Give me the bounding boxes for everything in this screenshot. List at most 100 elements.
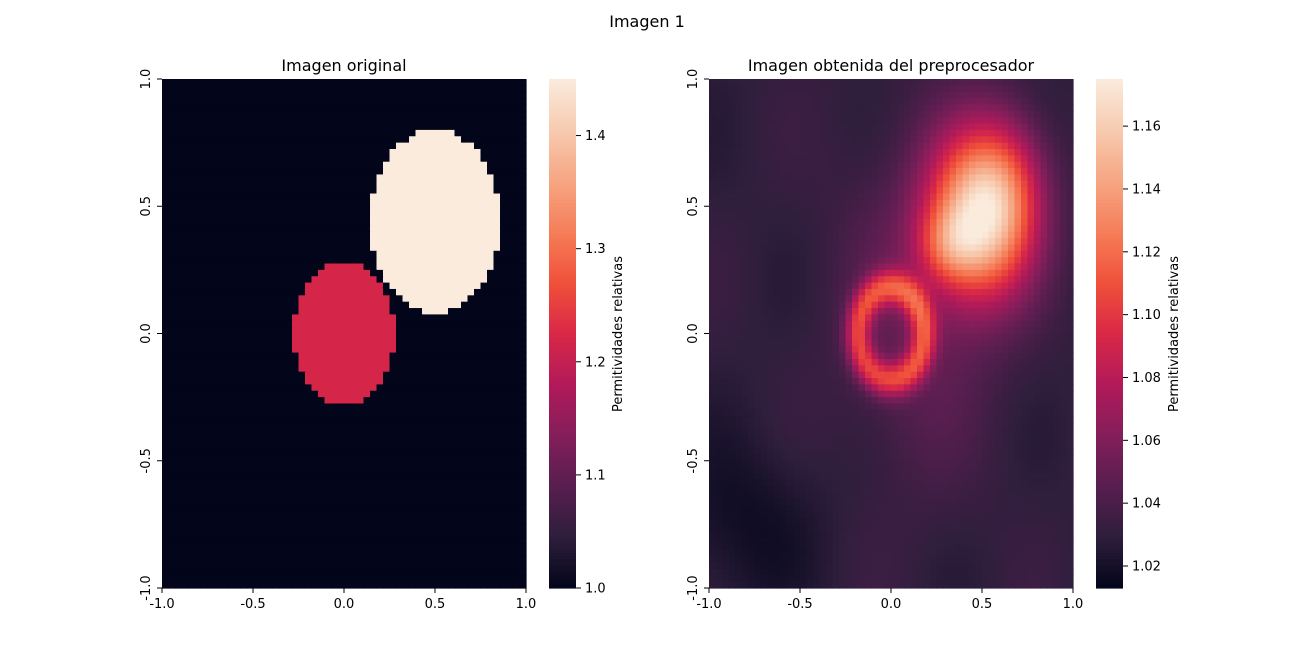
heatmap-cell [487,492,495,500]
heatmap-cell [181,282,189,290]
heatmap-cell [246,505,254,513]
heatmap-cell [480,473,488,481]
heatmap-cell [448,568,456,576]
heatmap-cell [220,333,228,341]
heatmap-cell [168,263,176,271]
heatmap-cell [350,180,358,188]
heatmap-cell [266,428,274,436]
heatmap-cell [800,104,808,112]
heatmap-cell [324,168,332,176]
heatmap-cell [318,505,326,513]
heatmap-cell [201,79,209,86]
heatmap-cell [487,206,495,214]
heatmap-cell [428,365,436,373]
heatmap-cell [357,187,365,195]
heatmap-cell [493,518,501,525]
heatmap-cell [285,333,293,341]
heatmap-cell [266,556,274,564]
heatmap-cell [500,225,508,233]
heatmap-cell [461,549,469,557]
heatmap-cell [383,199,391,207]
heatmap-cell [370,511,378,519]
heatmap-cell [188,327,196,335]
colorbar-segment [549,416,576,420]
heatmap-cell [396,136,404,144]
heatmap-cell [480,320,488,328]
heatmap-cell [402,581,410,589]
heatmap-cell [506,505,514,513]
heatmap-cell [376,543,384,551]
heatmap-cell [389,428,397,436]
heatmap-cell [168,231,176,239]
heatmap-cell [272,492,280,500]
heatmap-cell [448,136,456,144]
heatmap-cell [513,301,521,309]
heatmap-cell [188,384,196,392]
heatmap-cell [350,295,358,303]
heatmap-cell [448,556,456,564]
colorbar-segment [549,142,576,147]
heatmap-cell [513,327,521,335]
heatmap-cell [389,327,397,335]
heatmap-cell [285,136,293,144]
heatmap-cell [350,327,358,335]
heatmap-cell [331,403,339,411]
heatmap-cell [461,505,469,513]
heatmap-cell [331,448,339,455]
heatmap-cell [162,397,170,405]
heatmap-cell [454,288,462,296]
heatmap-cell [240,225,248,233]
heatmap-cell [448,85,456,93]
heatmap-cell [305,479,313,487]
heatmap-cell [448,276,456,284]
heatmap-cell [513,79,521,86]
heatmap-cell [370,250,378,258]
heatmap-cell [396,263,404,271]
heatmap-cell [389,276,397,284]
heatmap-cell [350,473,358,481]
heatmap-cell [409,257,417,265]
heatmap-cell [513,486,521,494]
heatmap-cell [350,543,358,551]
heatmap-cell [168,91,176,99]
heatmap-cell [454,378,462,385]
heatmap-cell [357,441,365,449]
heatmap-cell [305,511,313,519]
heatmap-cell [402,117,410,125]
heatmap-cell [292,479,300,487]
heatmap-cell [493,327,501,335]
heatmap-cell [201,371,209,379]
heatmap-cell [389,365,397,373]
heatmap-cell [350,79,358,86]
heatmap-cell [363,269,371,277]
heatmap-cell [207,117,215,125]
heatmap-cell [318,441,326,449]
heatmap-cell [454,129,462,137]
heatmap-cell [246,199,254,207]
heatmap-cell [253,91,261,99]
heatmap-cell [207,339,215,347]
heatmap-cell [506,454,514,462]
heatmap-cell [409,206,417,214]
heatmap-cell [246,467,254,475]
heatmap-cell [220,295,228,303]
heatmap-cell [461,136,469,144]
heatmap-cell [318,288,326,296]
heatmap-cell [201,193,209,201]
heatmap-cell [519,346,527,354]
heatmap-cell [506,549,514,557]
heatmap-cell [936,85,944,93]
heatmap-cell [383,479,391,487]
heatmap-cell [324,441,332,449]
heatmap-cell [422,225,430,233]
heatmap-cell [441,142,449,150]
heatmap-cell [259,581,267,589]
heatmap-cell [500,79,508,86]
heatmap-cell [454,518,462,525]
heatmap-cell [519,568,527,576]
heatmap-cell [194,314,202,322]
heatmap-cell [1021,85,1029,93]
heatmap-cell [376,244,384,252]
heatmap-cell [305,98,313,106]
heatmap-cell [415,352,423,360]
